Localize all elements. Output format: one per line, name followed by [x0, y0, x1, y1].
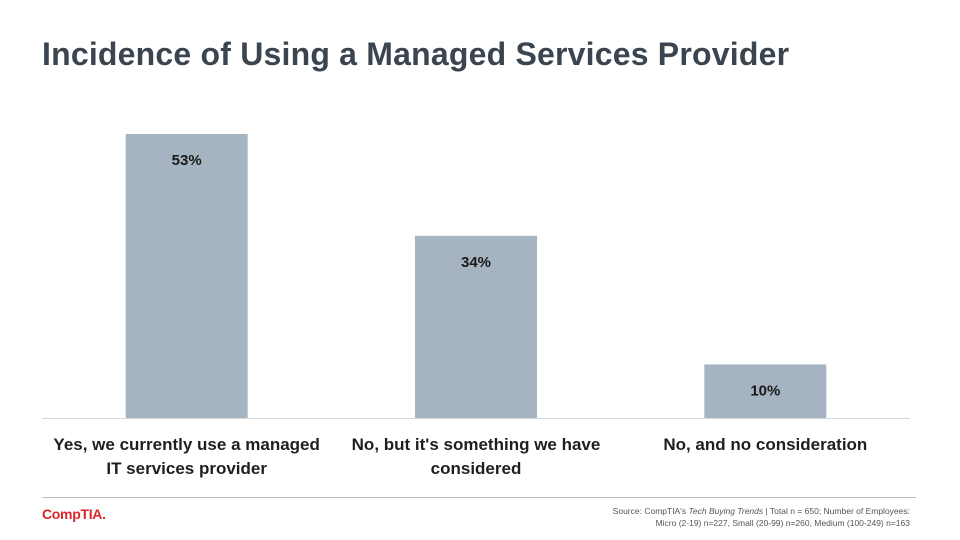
category-label-1-line-1: Yes, we currently use a managed [53, 435, 319, 454]
bar-3 [704, 364, 827, 418]
footer-divider [42, 497, 916, 498]
category-label-3: No, and no consideration [663, 435, 867, 454]
data-label-2: 34% [461, 254, 491, 271]
source-line-1: Source: CompTIA's Tech Buying Trends | T… [612, 506, 910, 516]
category-label-2: No, but it's something we have considered [352, 435, 601, 478]
source-line-2: Micro (2-19) n=227, Small (20-99) n=260,… [655, 518, 910, 528]
source-note: Source: CompTIA's Tech Buying Trends | T… [490, 505, 910, 529]
category-label-3-line-1: No, and no consideration [663, 435, 867, 454]
category-label-1-line-2: IT services provider [106, 459, 267, 478]
bar-1 [125, 134, 248, 418]
category-label-1: Yes, we currently use a managed IT servic… [53, 435, 319, 478]
data-label-3: 10% [750, 382, 780, 399]
category-label-2-line-2: considered [431, 459, 522, 478]
page-title: Incidence of Using a Managed Services Pr… [42, 36, 790, 72]
data-label-1: 53% [172, 152, 202, 169]
comptia-logo: CompTIA. [42, 506, 106, 522]
category-label-2-line-1: No, but it's something we have [352, 435, 601, 454]
bar-2 [415, 235, 537, 418]
